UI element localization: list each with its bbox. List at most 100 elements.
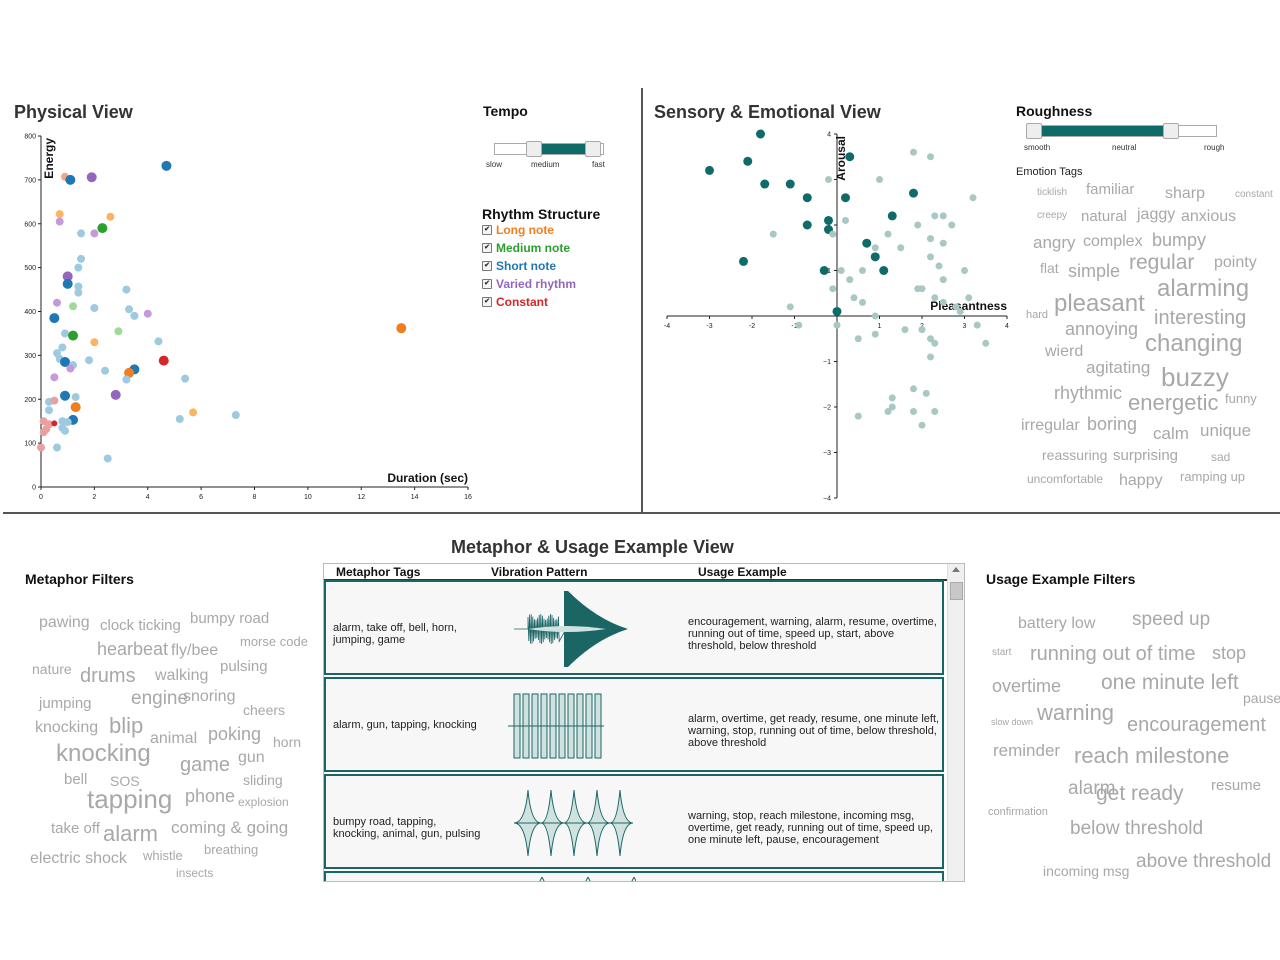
data-point[interactable] [969, 194, 977, 202]
tag-word[interactable]: engine [131, 688, 189, 709]
tag-word[interactable]: one minute left [1101, 671, 1239, 694]
tag-word[interactable]: whistle [143, 848, 183, 863]
rhythm-filter-long-note[interactable]: ✔ Long note [482, 223, 554, 237]
checkbox-long-note[interactable]: ✔ [482, 225, 492, 235]
data-point[interactable] [939, 239, 947, 247]
tag-word[interactable]: sliding [243, 772, 283, 788]
data-point[interactable] [935, 262, 943, 270]
tag-word[interactable]: changing [1145, 330, 1243, 357]
tag-word[interactable]: cheers [243, 702, 286, 718]
data-point[interactable] [705, 165, 714, 175]
data-point[interactable] [124, 367, 135, 378]
data-point[interactable] [841, 193, 850, 203]
tag-word[interactable]: energetic [1128, 390, 1219, 415]
data-point[interactable] [90, 338, 99, 347]
tag-word[interactable]: creepy [1037, 210, 1068, 221]
data-point[interactable] [922, 389, 930, 397]
checkbox-short-note[interactable]: ✔ [482, 261, 492, 271]
data-point[interactable] [55, 217, 64, 226]
tag-word[interactable]: pawing [39, 614, 90, 631]
table-scrollbar[interactable] [947, 564, 964, 881]
data-point[interactable] [181, 374, 190, 383]
tag-word[interactable]: hearbeat [97, 639, 169, 659]
tag-word[interactable]: tapping [87, 784, 173, 814]
data-point[interactable] [58, 343, 67, 352]
data-point[interactable] [53, 298, 62, 307]
data-point[interactable] [825, 176, 832, 183]
data-point[interactable] [45, 406, 54, 415]
data-point[interactable] [961, 267, 968, 274]
tag-word[interactable]: knocking [56, 740, 151, 767]
tag-word[interactable]: gun [238, 749, 265, 766]
data-point[interactable] [62, 271, 73, 282]
scrollbar-thumb[interactable] [950, 582, 963, 600]
data-point[interactable] [65, 174, 76, 185]
checkbox-constant[interactable]: ✔ [482, 297, 492, 307]
tag-word[interactable]: walking [155, 667, 209, 684]
data-point[interactable] [795, 321, 803, 329]
roughness-slider[interactable] [1026, 123, 1217, 139]
tag-word[interactable]: snoring [183, 688, 236, 705]
tag-word[interactable]: start [992, 647, 1012, 658]
tag-word[interactable]: horn [273, 734, 302, 750]
data-point[interactable] [887, 211, 897, 221]
data-point[interactable] [61, 329, 70, 338]
tag-word[interactable]: encouragement [1127, 714, 1266, 736]
data-point[interactable] [66, 364, 75, 373]
tag-word[interactable]: pause [1243, 690, 1280, 706]
data-point[interactable] [50, 396, 59, 405]
data-point[interactable] [74, 288, 83, 297]
data-point[interactable] [859, 267, 866, 274]
data-point[interactable] [952, 303, 960, 311]
data-point[interactable] [819, 266, 829, 275]
data-point[interactable] [918, 326, 926, 334]
data-point[interactable] [897, 244, 905, 252]
data-point[interactable] [785, 179, 795, 189]
data-point[interactable] [743, 156, 753, 166]
tag-word[interactable]: knocking [35, 719, 99, 736]
data-point[interactable] [61, 426, 70, 435]
checkbox-varied-rhythm[interactable]: ✔ [482, 279, 492, 289]
tag-word[interactable]: ramping up [1180, 469, 1246, 484]
tag-word[interactable]: funny [1225, 391, 1257, 406]
tag-word[interactable]: battery low [1018, 615, 1096, 632]
tag-word[interactable]: calm [1153, 424, 1189, 443]
tag-word[interactable]: alarm [103, 821, 159, 846]
data-point[interactable] [871, 244, 879, 252]
tag-word[interactable]: slow down [991, 717, 1034, 727]
table-row[interactable]: alarm, take off, bell, horn, jumping, ga… [324, 580, 944, 675]
tag-word[interactable]: warning [1037, 700, 1115, 725]
data-point[interactable] [837, 267, 845, 274]
rhythm-filter-constant[interactable]: ✔ Constant [482, 295, 548, 309]
data-point[interactable] [101, 366, 110, 375]
data-point[interactable] [110, 389, 121, 400]
data-point[interactable] [888, 403, 896, 411]
data-point[interactable] [756, 129, 765, 139]
data-point[interactable] [69, 302, 78, 311]
data-point[interactable] [846, 276, 854, 284]
tempo-slider[interactable] [494, 141, 604, 157]
data-point[interactable] [85, 356, 94, 365]
data-point[interactable] [832, 306, 842, 316]
tag-word[interactable]: clock ticking [100, 617, 181, 634]
tag-word[interactable]: bumpy [1152, 230, 1207, 250]
data-point[interactable] [739, 256, 748, 266]
data-point[interactable] [122, 375, 131, 384]
data-point[interactable] [60, 356, 71, 367]
data-point[interactable] [62, 278, 73, 289]
data-point[interactable] [956, 307, 964, 315]
tag-word[interactable]: ticklish [1037, 187, 1068, 198]
data-point[interactable] [396, 323, 407, 334]
data-point[interactable] [74, 282, 83, 291]
tag-word[interactable]: natural [1081, 208, 1127, 225]
data-point[interactable] [939, 276, 947, 284]
data-point[interactable] [931, 339, 939, 347]
tag-word[interactable]: boring [1087, 414, 1138, 434]
data-point[interactable] [901, 326, 909, 334]
tag-word[interactable]: take off [51, 820, 100, 837]
tag-word[interactable]: poking [208, 724, 262, 744]
tag-word[interactable]: drums [80, 665, 136, 687]
data-point[interactable] [914, 221, 922, 229]
roughness-slider-min-handle[interactable] [1026, 123, 1042, 139]
data-point[interactable] [802, 220, 812, 230]
